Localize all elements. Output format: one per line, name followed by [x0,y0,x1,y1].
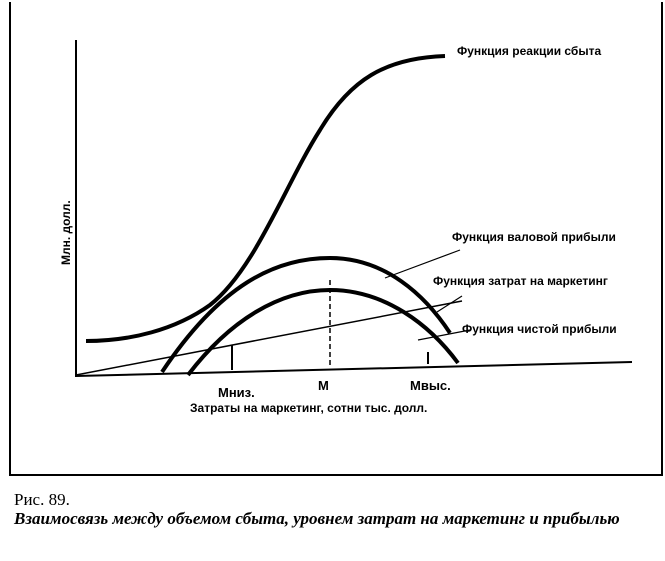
x-axis [75,361,633,377]
caption-number: Рис. 89. [14,490,70,509]
caption-text: Взаимосвязь между объемом сбыта, уровнем… [14,509,620,528]
marketing-cost-leader [436,295,463,313]
marketing-cost-label: Функция затрат на маркетинг [433,274,608,288]
net-profit-label: Функция чистой прибыли [462,322,617,336]
gross-profit-curve [160,255,452,374]
gross-profit-label: Функция валовой прибыли [452,230,616,244]
net-profit-leader [417,329,471,341]
figure-border [9,2,663,476]
m-low-label: Мниз. [218,385,255,400]
m-label: M [318,378,329,393]
x-axis-label: Затраты на маркетинг, сотни тыс. долл. [190,401,427,415]
marketing-cost-line [75,300,463,376]
gross-profit-leader [384,249,461,279]
figure-caption: Рис. 89. Взаимосвязь между объемом сбыта… [14,490,664,528]
diagram-canvas: Млн. долл. Функция реакции сбыта Функция… [9,2,663,476]
sales-response-label: Функция реакции сбыта [457,44,601,58]
m-high-label: Mвыс. [410,378,451,393]
sales-response-curve [85,54,446,343]
net-profit-curve [186,287,460,377]
figure: Млн. долл. Функция реакции сбыта Функция… [9,2,663,476]
y-axis-label: Млн. долл. [59,200,73,265]
